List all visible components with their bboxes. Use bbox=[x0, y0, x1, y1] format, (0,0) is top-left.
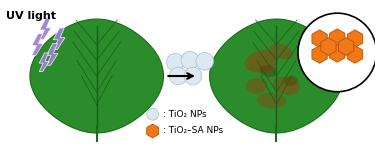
Polygon shape bbox=[321, 38, 336, 55]
Circle shape bbox=[184, 67, 202, 85]
Ellipse shape bbox=[257, 93, 286, 108]
Ellipse shape bbox=[246, 78, 268, 94]
Polygon shape bbox=[347, 46, 363, 63]
Polygon shape bbox=[46, 44, 58, 65]
Text: : TiO₂ NPs: : TiO₂ NPs bbox=[163, 110, 207, 119]
Circle shape bbox=[298, 13, 376, 92]
Polygon shape bbox=[312, 30, 327, 48]
Polygon shape bbox=[30, 19, 163, 133]
Circle shape bbox=[147, 108, 158, 120]
Polygon shape bbox=[210, 19, 343, 133]
Polygon shape bbox=[32, 34, 43, 55]
Circle shape bbox=[181, 51, 199, 69]
Ellipse shape bbox=[270, 44, 293, 59]
Text: UV light: UV light bbox=[6, 11, 56, 21]
Polygon shape bbox=[330, 45, 345, 62]
Polygon shape bbox=[39, 53, 49, 72]
Ellipse shape bbox=[245, 50, 279, 73]
Polygon shape bbox=[312, 46, 327, 63]
Circle shape bbox=[169, 67, 187, 85]
Ellipse shape bbox=[273, 77, 300, 95]
Polygon shape bbox=[330, 29, 345, 47]
Polygon shape bbox=[40, 18, 51, 40]
Text: : TiO₂–SA NPs: : TiO₂–SA NPs bbox=[163, 127, 224, 136]
Ellipse shape bbox=[284, 76, 298, 86]
Circle shape bbox=[166, 53, 184, 71]
Polygon shape bbox=[53, 28, 65, 50]
Circle shape bbox=[196, 52, 214, 70]
Ellipse shape bbox=[260, 65, 277, 77]
Polygon shape bbox=[347, 30, 363, 48]
Polygon shape bbox=[147, 124, 159, 138]
Polygon shape bbox=[338, 38, 354, 55]
